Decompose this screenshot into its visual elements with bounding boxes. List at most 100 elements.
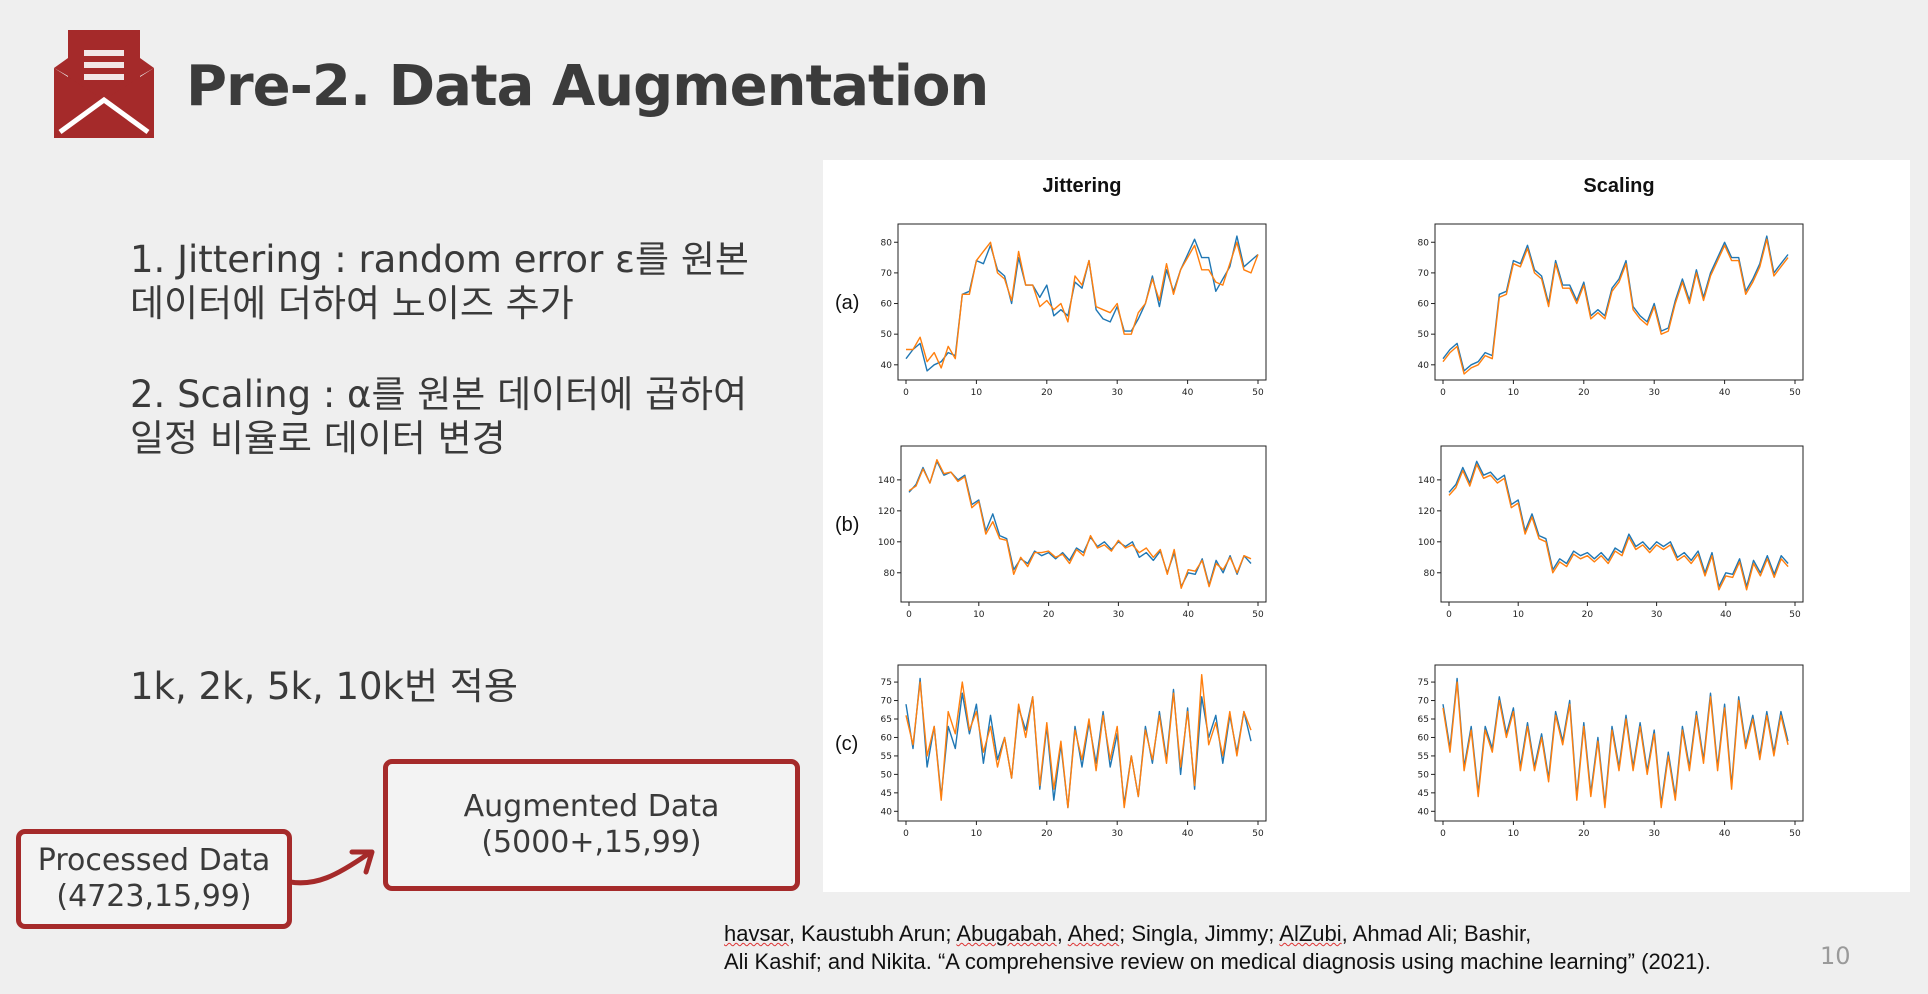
y-tick-label: 65 [1418,715,1429,725]
y-tick-label: 75 [1418,678,1429,688]
plot-frame [1434,664,1804,822]
series-line-augmented [906,241,1259,369]
bullet-scaling-line1: 2. Scaling : α를 원본 데이터에 곱하여 [130,373,748,417]
x-tick-label: 50 [1252,610,1264,620]
chart-panel-a-scaling: 0 10 20 30 40 50 40 50 60 70 80 Scaling [1418,175,1804,398]
citation: havsar, Kaustubh Arun; Abugabah, Ahed; S… [724,920,1824,976]
x-tick-label: 40 [1182,388,1194,398]
x-tick-label: 0 [903,829,909,839]
x-tick-label: 0 [903,388,909,398]
citation-author-1: havsar [724,921,789,946]
y-tick-label: 60 [1418,300,1430,310]
x-tick-label: 20 [1578,829,1590,839]
y-tick-label: 100 [878,538,895,548]
y-tick-label: 120 [1418,507,1435,517]
chart-title: Scaling [1583,175,1654,197]
citation-author-4: AlZubi [1279,921,1342,946]
y-tick-label: 70 [1418,697,1430,707]
y-tick-label: 55 [1418,752,1429,762]
y-tick-label: 45 [881,789,892,799]
citation-author-2: Abugabah [956,921,1057,946]
plot-frame [897,664,1267,822]
series-line-augmented [905,674,1252,809]
plot-frame [897,223,1267,381]
processed-data-label: Processed Data [37,843,271,878]
y-tick-label: 140 [1418,476,1435,486]
y-tick-label: 80 [1418,238,1430,248]
chart-panel-b-scaling: 0 10 20 30 40 50 80 100 120 140 [1418,445,1804,620]
processed-data-box: Processed Data (4723,15,99) [16,829,292,929]
y-tick-label: 100 [1418,538,1435,548]
y-tick-label: 80 [884,569,896,579]
page-number: 10 [1820,942,1851,970]
x-tick-label: 20 [1578,388,1590,398]
x-tick-label: 20 [1041,388,1053,398]
plot-frame [900,445,1267,603]
row-label: (c) [835,733,858,755]
x-tick-label: 40 [1719,829,1731,839]
chart-panel-a-jittering: 0 10 20 30 40 50 40 50 60 70 80 Jittering (a) [835,175,1267,398]
series-line-original [905,235,1259,372]
x-tick-label: 40 [1182,829,1194,839]
plot-frame [1434,223,1804,381]
citation-author-3: Ahed [1067,921,1120,946]
x-tick-label: 20 [1041,829,1053,839]
y-tick-label: 140 [878,476,895,486]
y-tick-label: 40 [1418,807,1430,817]
y-tick-label: 60 [1418,733,1430,743]
x-tick-label: 50 [1252,388,1264,398]
y-tick-label: 65 [881,715,892,725]
x-tick-label: 10 [973,610,985,620]
x-tick-label: 30 [1113,610,1125,620]
citation-text-2: , [1056,921,1068,946]
citation-text-3: ; Singla, Jimmy; [1119,921,1280,946]
row-label: (b) [835,514,859,536]
augmented-data-shape: (5000+,15,99) [481,825,702,860]
x-tick-label: 40 [1719,388,1731,398]
row-label: (a) [835,292,859,314]
citation-line-2: Ali Kashif; and Nikita. “A comprehensive… [724,949,1711,974]
x-tick-label: 50 [1789,388,1801,398]
bullet-jittering-line1: 1. Jittering : random error ε를 원본 [130,238,749,281]
y-tick-label: 80 [1424,569,1436,579]
x-tick-label: 40 [1182,610,1194,620]
y-tick-label: 40 [881,361,893,371]
series-line-original [1442,235,1789,372]
x-tick-label: 50 [1789,610,1801,620]
series-line-augmented [908,459,1252,589]
y-tick-label: 55 [881,752,892,762]
y-tick-label: 80 [881,238,893,248]
x-tick-label: 30 [1111,829,1123,839]
x-tick-label: 20 [1582,610,1594,620]
y-tick-label: 70 [881,697,893,707]
x-tick-label: 0 [1446,610,1452,620]
bullet-jittering-line2: 데이터에 더하여 노이즈 추가 [130,281,574,325]
y-tick-label: 70 [1418,269,1430,279]
x-tick-label: 0 [906,610,912,620]
y-tick-label: 75 [881,678,892,688]
chart-title: Jittering [1043,175,1122,197]
apply-counts-text: 1k, 2k, 5k, 10k번 적용 [130,665,518,708]
x-tick-label: 10 [971,388,983,398]
x-tick-label: 30 [1651,610,1663,620]
x-tick-label: 0 [1440,829,1446,839]
bullet-list: 1. Jittering : random error ε를 원본 데이터에 더… [130,238,790,461]
series-line-augmented [1448,463,1789,591]
y-tick-label: 40 [881,807,893,817]
arrow-icon [287,849,375,886]
chart-panel-b-jittering: 0 10 20 30 40 50 80 100 120 140 (b) [835,445,1267,620]
augmentation-figure: 0 10 20 30 40 50 40 50 60 70 80 Jittering (a) 0 10 20 30… [823,160,1910,892]
x-tick-label: 10 [971,829,983,839]
series-line-original [1448,460,1789,588]
citation-text-1: , Kaustubh Arun; [788,921,957,946]
x-tick-label: 0 [1440,388,1446,398]
augmented-data-box: Augmented Data (5000+,15,99) [383,759,800,891]
x-tick-label: 10 [1512,610,1524,620]
x-tick-label: 40 [1720,610,1732,620]
processed-data-shape: (4723,15,99) [56,879,252,914]
y-tick-label: 40 [1418,361,1430,371]
x-tick-label: 50 [1789,829,1801,839]
y-tick-label: 50 [881,770,893,780]
x-tick-label: 50 [1252,829,1264,839]
series-line-augmented [1442,238,1789,375]
